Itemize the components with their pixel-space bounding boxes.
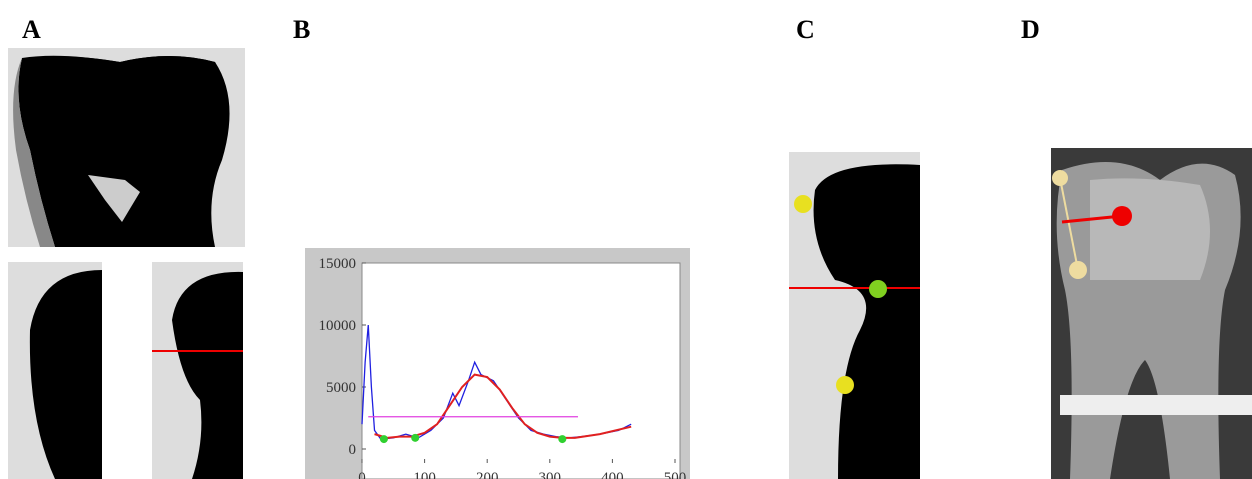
chart: 0 5000 10000 15000 0 100 200 300 400 500 (319, 256, 687, 479)
plot-area (361, 262, 681, 479)
panel-label: A (22, 15, 41, 44)
data-point (411, 433, 420, 442)
y-tick-label: 15000 (319, 256, 357, 272)
data-point (379, 435, 388, 444)
y-tick-label: 0 (349, 442, 357, 458)
x-tick-label: 300 (539, 470, 562, 479)
panel-label: D (1021, 15, 1040, 44)
x-tick-label: 200 (476, 470, 499, 479)
y-tick-label: 5000 (326, 380, 356, 396)
x-tick-label: 400 (601, 470, 624, 479)
x-tick-label: 0 (358, 470, 366, 479)
y-tick-label: 10000 (319, 318, 357, 334)
panel-label: B (293, 15, 310, 44)
panel-label: C (796, 15, 815, 44)
image-d (1051, 148, 1252, 479)
x-tick-label: 500 (664, 470, 687, 479)
image-c (789, 152, 920, 479)
image-a (8, 48, 245, 479)
data-point (558, 435, 567, 444)
x-tick-label: 100 (413, 470, 436, 479)
